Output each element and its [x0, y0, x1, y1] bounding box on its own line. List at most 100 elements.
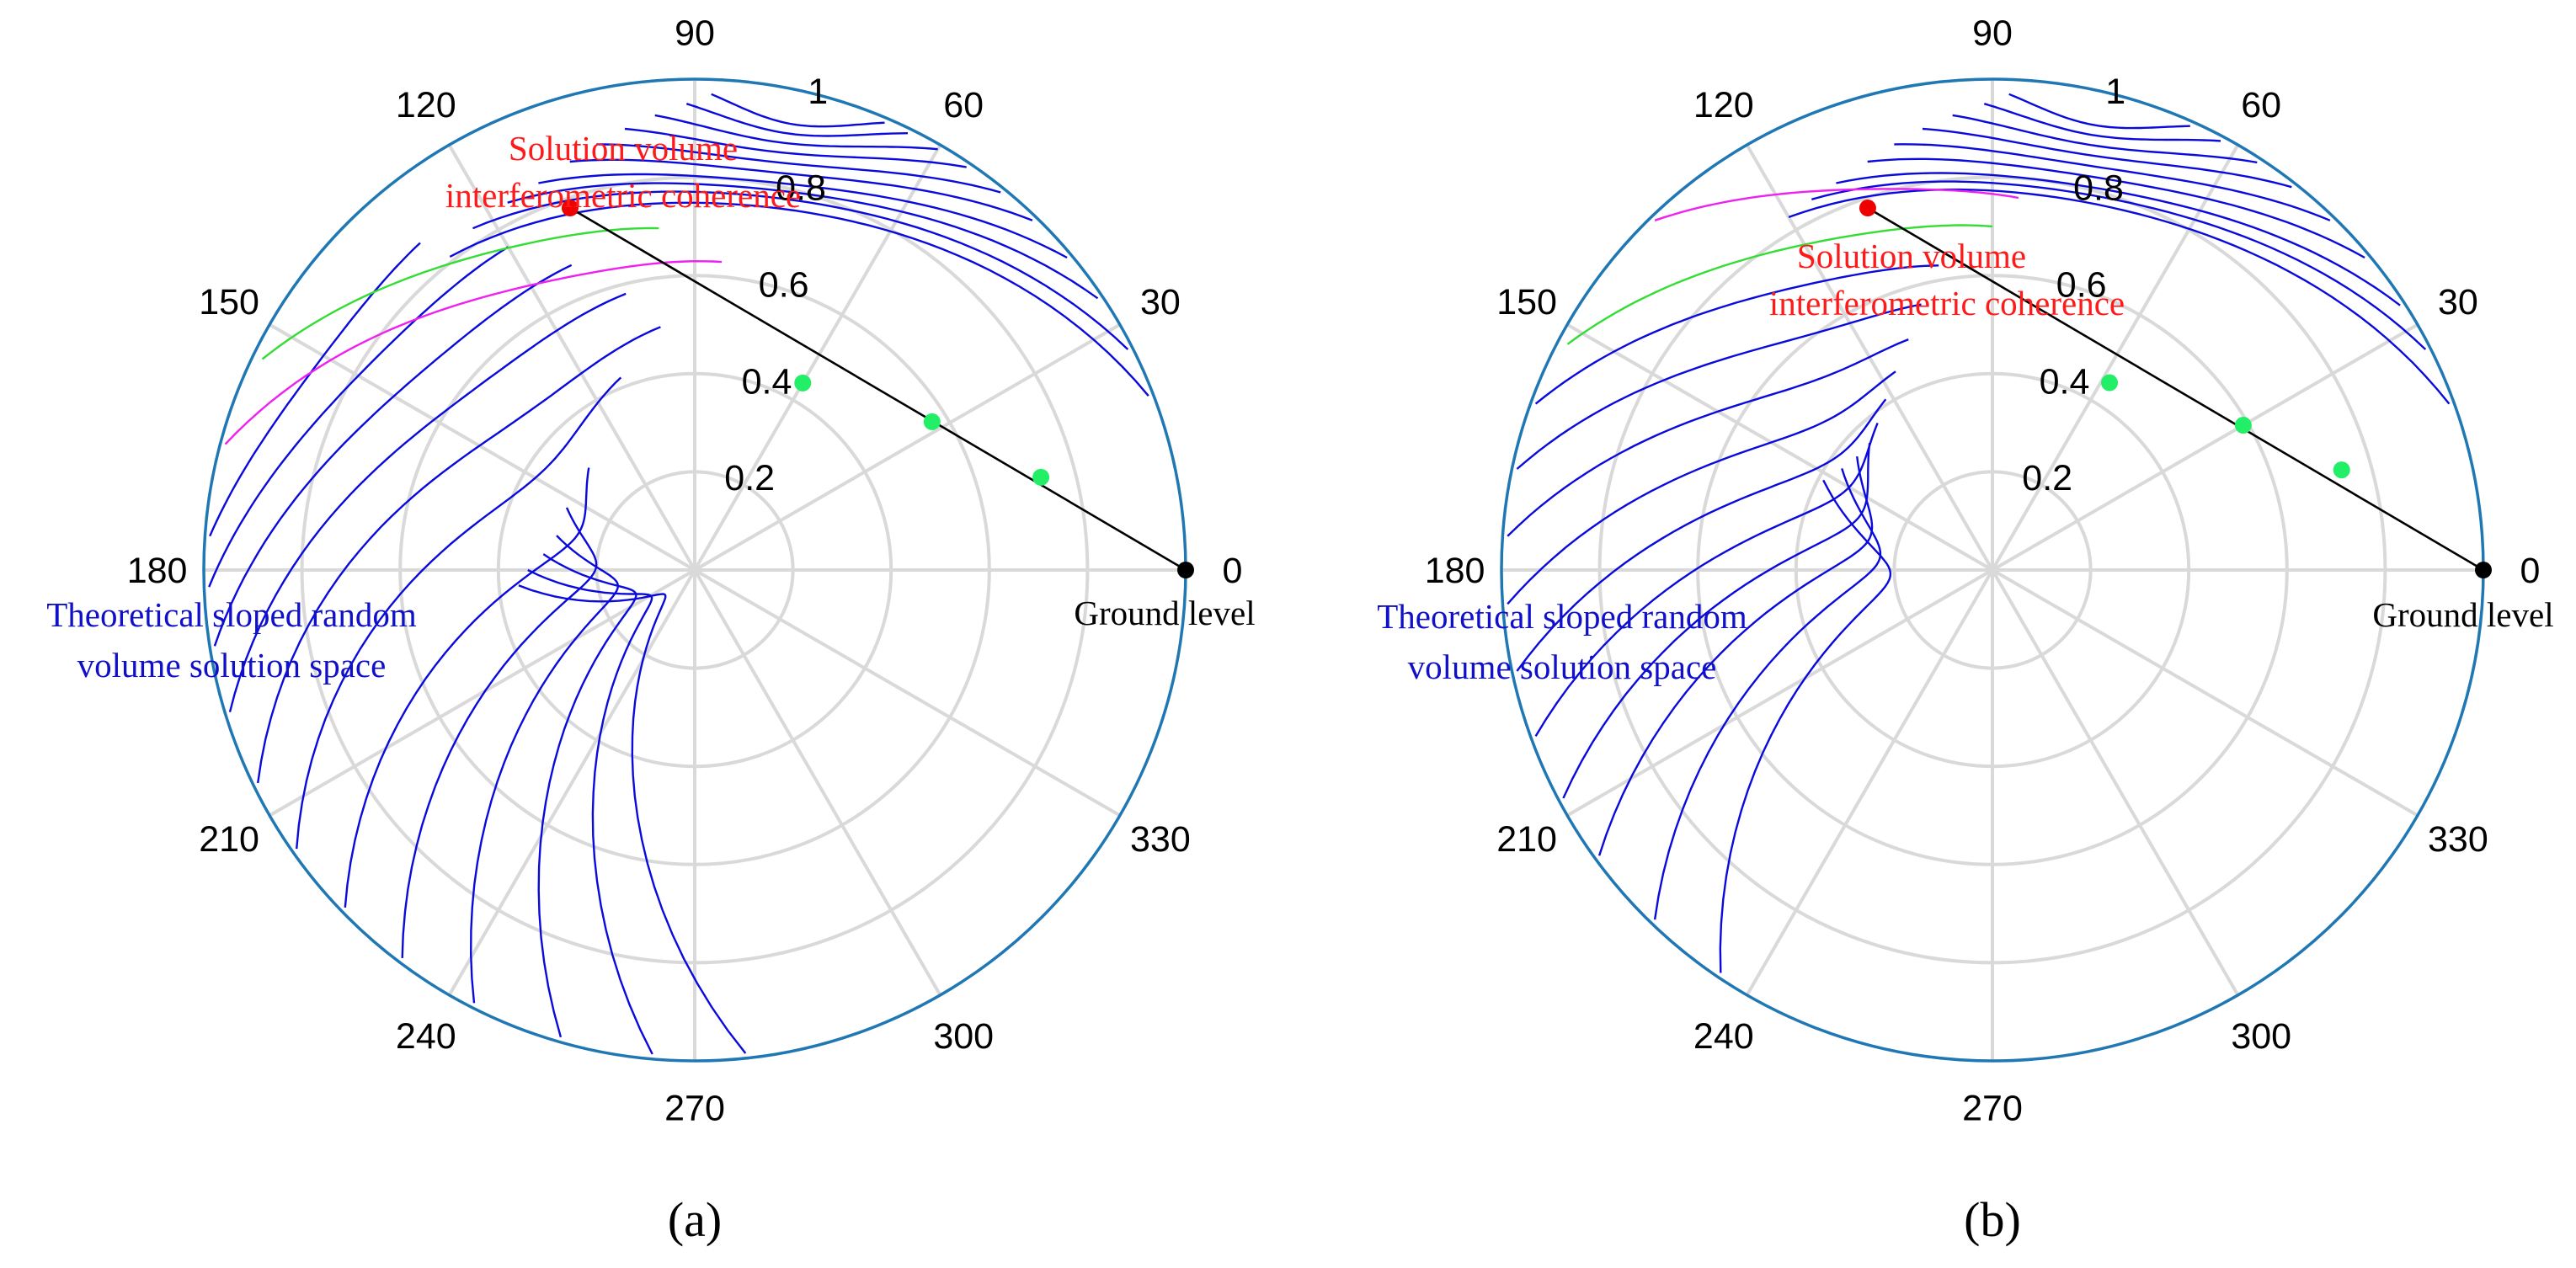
coherence-point-a: [923, 413, 941, 430]
angle-tick-90-a: 90: [675, 13, 715, 54]
solution-space-label-line2-a: volume solution space: [77, 646, 387, 685]
green-arc-a: [261, 226, 659, 360]
angle-tick-90-b: 90: [1972, 13, 2013, 54]
radius-tick-b: 1: [2105, 72, 2125, 112]
solution-arc-a: [654, 114, 938, 151]
magenta-arc-b: [1654, 188, 2019, 221]
solution-point-a: [561, 200, 579, 217]
grid-spoke-a: [693, 144, 942, 572]
angle-tick-270-a: 270: [664, 1088, 725, 1128]
radius-tick-a: 0.2: [724, 458, 775, 498]
solution-arc-b: [1719, 479, 1892, 973]
solution-arc-b: [1507, 338, 1909, 537]
solution-arc-b: [1922, 127, 2292, 189]
solution-arc-b: [1534, 422, 1879, 738]
solution-arc-a: [208, 246, 509, 588]
grid-spoke-b: [1566, 322, 1993, 572]
angle-tick-labels-b: 0 30 60 90 120 150 180 210 240 270 300 330: [1425, 13, 2541, 1129]
angle-tick-150-a: 150: [199, 282, 259, 322]
angle-tick-330-b: 330: [2428, 819, 2488, 860]
solution-arc-a: [401, 507, 598, 958]
grid-spoke-a: [693, 569, 942, 996]
ground-level-label-a: Ground level: [1074, 594, 1255, 632]
green-arc-b: [1566, 224, 1993, 345]
solution-space-arcs-a: [208, 93, 1149, 1055]
solution-arc-b: [1507, 370, 1896, 605]
coherence-line-a: [561, 200, 1194, 578]
solution-arc-a: [685, 103, 909, 137]
solution-arc-b: [1788, 188, 2451, 405]
angle-tick-30-b: 30: [2438, 282, 2478, 322]
angle-tick-30-a: 30: [1140, 282, 1181, 322]
solution-label-line1-a: Solution volume: [509, 129, 738, 168]
coherence-point-b: [2101, 374, 2119, 392]
solution-space-label-line2-b: volume solution space: [1408, 647, 1717, 686]
solution-arc-a: [711, 93, 885, 128]
grid-spoke-b: [1566, 568, 1993, 818]
grid-spoke-b: [1992, 322, 2419, 572]
solution-arc-b: [1836, 172, 2401, 306]
polar-grid-a: [204, 79, 1186, 1061]
grid-spoke-a: [447, 569, 696, 996]
angle-tick-150-b: 150: [1496, 282, 1557, 322]
angle-tick-120-a: 120: [396, 85, 456, 125]
coherence-point-a: [794, 374, 812, 392]
angle-tick-240-a: 240: [396, 1016, 456, 1057]
solution-arc-a: [527, 568, 653, 1055]
ground-level-label-b: Ground level: [2372, 595, 2553, 634]
grid-spoke-a: [447, 144, 696, 572]
angle-tick-180-b: 180: [1425, 551, 1485, 591]
solution-label-line2-a: interferometric coherence: [445, 176, 801, 215]
coherence-point-a: [1032, 468, 1050, 486]
coherence-segment-b: [1867, 206, 2484, 572]
solution-arc-a: [569, 158, 1033, 221]
solution-space-arcs-b: [1507, 93, 2451, 973]
angle-tick-60-a: 60: [943, 85, 984, 125]
grid-spoke-a: [269, 568, 696, 818]
radius-tick-labels-b: 0.2 0.4 0.6 0.8 1: [2022, 72, 2125, 498]
magenta-arc-a: [224, 259, 723, 445]
solution-arc-a: [537, 553, 637, 1038]
grid-spoke-a: [694, 322, 1121, 572]
coherence-point-b: [2234, 417, 2252, 434]
solution-arc-a: [257, 326, 661, 784]
solution-arc-a: [469, 535, 620, 1004]
coherence-segment-a: [569, 206, 1187, 572]
angle-tick-120-b: 120: [1693, 85, 1754, 125]
solution-arc-a: [624, 127, 967, 168]
solution-arc-a: [596, 143, 1001, 194]
grid-spoke-b: [1991, 144, 2240, 572]
solution-arc-a: [213, 264, 573, 647]
angle-tick-210-a: 210: [199, 819, 259, 860]
grid-spoke-a: [269, 322, 696, 572]
grid-spoke-b: [1745, 569, 1994, 996]
angle-tick-270-b: 270: [1962, 1088, 2023, 1128]
angle-tick-0-b: 0: [2520, 551, 2540, 591]
radius-tick-a: 0.6: [759, 265, 809, 306]
polar-grid-b: [1501, 79, 2483, 1061]
solution-arc-b: [1983, 103, 2221, 142]
grid-spoke-b: [1992, 568, 2419, 818]
solution-arc-b: [1653, 468, 1882, 920]
solution-arc-b: [1516, 303, 1922, 470]
coherence-line-b: [1859, 200, 2492, 578]
solution-arc-b: [1562, 442, 1871, 799]
angle-tick-180-a: 180: [127, 551, 188, 591]
radius-tick-b: 0.8: [2073, 168, 2124, 209]
grid-spoke-b: [1991, 569, 2240, 996]
radius-tick-a: 0.4: [742, 361, 792, 402]
angle-tick-240-b: 240: [1693, 1016, 1754, 1057]
solution-arc-a: [507, 182, 1099, 300]
solution-arc-b: [1952, 114, 2258, 164]
panel-caption-a: (a): [668, 1192, 722, 1247]
solution-arc-a: [449, 201, 1149, 397]
angle-tick-300-a: 300: [933, 1016, 994, 1057]
panel-caption-b: (b): [1964, 1192, 2021, 1247]
ground-point-a: [1177, 562, 1194, 578]
solution-arc-b: [1867, 157, 2365, 259]
angle-tick-330-a: 330: [1130, 819, 1191, 860]
solution-arc-b: [1811, 180, 2427, 350]
solution-arc-b: [1534, 264, 1939, 405]
angle-tick-labels-a: 0 30 60 90 120 150 180 210 240 270 300 330: [127, 13, 1243, 1129]
